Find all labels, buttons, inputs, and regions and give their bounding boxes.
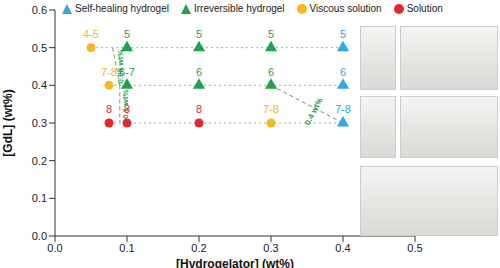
- svg-text:0.6: 0.6: [32, 4, 47, 16]
- svg-text:8: 8: [106, 103, 112, 115]
- svg-text:6: 6: [340, 66, 346, 78]
- svg-text:5: 5: [268, 28, 274, 40]
- svg-text:[GdL] (wt%): [GdL] (wt%): [8, 89, 15, 156]
- svg-text:8: 8: [196, 103, 202, 115]
- svg-text:4-5: 4-5: [83, 28, 99, 40]
- svg-text:7-8: 7-8: [263, 103, 279, 115]
- svg-text:8: 8: [124, 103, 130, 115]
- svg-text:0.08 wt%: 0.08 wt%: [116, 49, 126, 84]
- svg-text:0.1 wt%: 0.1 wt%: [121, 89, 130, 118]
- svg-text:0.2: 0.2: [191, 242, 206, 254]
- svg-text:0.2: 0.2: [32, 155, 47, 167]
- html-text:Self-healing hydrogel: Self-healing hydrogel: [75, 3, 169, 14]
- html-text:Irreversible hydrogel: Irreversible hydrogel: [194, 3, 285, 14]
- svg-text:0.5: 0.5: [407, 242, 422, 254]
- svg-text:0.4: 0.4: [335, 242, 350, 254]
- svg-text:6: 6: [196, 66, 202, 78]
- svg-text:5: 5: [196, 28, 202, 40]
- html-text:Viscous solution: Viscous solution: [309, 3, 382, 14]
- svg-text:0.5: 0.5: [32, 42, 47, 54]
- html-text:Solution: Solution: [406, 3, 443, 14]
- svg-text:0.0: 0.0: [32, 230, 47, 242]
- svg-text:0.4: 0.4: [32, 79, 47, 91]
- svg-text:0.1: 0.1: [32, 192, 47, 204]
- svg-text:7-8: 7-8: [335, 103, 351, 115]
- svg-text:0.3: 0.3: [32, 117, 47, 129]
- svg-text:6: 6: [268, 66, 274, 78]
- svg-text:6-7: 6-7: [119, 66, 135, 78]
- svg-text:0.0: 0.0: [47, 242, 62, 254]
- svg-text:5: 5: [124, 28, 130, 40]
- svg-text:[Hydrogelator] (wt%): [Hydrogelator] (wt%): [176, 257, 294, 268]
- svg-text:7-8: 7-8: [101, 66, 117, 78]
- svg-text:0.1: 0.1: [119, 242, 134, 254]
- svg-text:0.4 wt%: 0.4 wt%: [303, 96, 325, 126]
- svg-text:0.3: 0.3: [263, 242, 278, 254]
- svg-text:5: 5: [340, 28, 346, 40]
